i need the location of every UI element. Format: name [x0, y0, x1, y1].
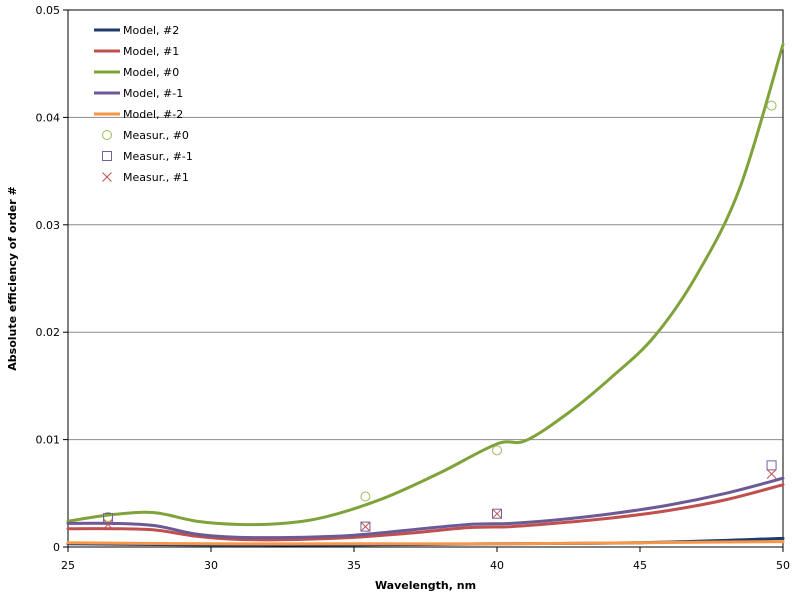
legend-label: Measur., #0 [123, 129, 189, 142]
x-tick-label: 50 [776, 559, 790, 572]
legend: Model, #2 Model, #1 Model, #0 Model, #-1 Mod… [94, 24, 193, 184]
x-axis-title: Wavelength, nm [375, 579, 476, 592]
series-2-line [66, 42, 785, 527]
series-7-point [360, 521, 371, 532]
series-6-point [766, 460, 777, 471]
x-tick-label: 35 [347, 559, 361, 572]
series-5-point [492, 445, 502, 456]
y-tick-label: 0 [53, 541, 60, 554]
y-tick-label: 0.01 [36, 434, 61, 447]
y-tick-label: 0.04 [36, 111, 61, 124]
series-6-point [103, 513, 114, 524]
legend-label: Measur., #1 [123, 171, 189, 184]
plot-area [67, 9, 784, 548]
series-5-point [766, 100, 777, 111]
legend-item: Model, #2 [94, 24, 179, 37]
series-1-line [66, 483, 785, 542]
y-tick-label: 0.03 [36, 219, 61, 232]
legend-item: Model, #-2 [94, 108, 183, 121]
legend-item: Model, #1 [94, 45, 179, 58]
legend-label: Model, #0 [123, 66, 179, 79]
series-6-point [492, 508, 502, 519]
y-tick-label: 0.02 [36, 326, 61, 339]
series-5-point [360, 491, 371, 502]
legend-label: Model, #2 [123, 24, 179, 37]
legend-swatch [102, 151, 112, 161]
y-axis-title: Absolute efficiency of order # [6, 186, 19, 370]
series-4-line [66, 540, 785, 546]
legend-label: Model, #-2 [123, 108, 183, 121]
series-6-point [360, 521, 371, 532]
legend-item: Model, #-1 [94, 87, 183, 100]
x-tick-label: 30 [204, 559, 218, 572]
legend-item: Measur., #-1 [102, 150, 193, 163]
series-markers [103, 100, 777, 532]
series-lines [66, 42, 785, 547]
series-7-point [103, 519, 113, 530]
legend-label: Measur., #-1 [123, 150, 193, 163]
y-tick-label: 0.05 [36, 4, 61, 17]
x-tick-label: 40 [490, 559, 504, 572]
x-tick-label: 45 [633, 559, 647, 572]
y-axis-ticks: 0 0.01 0.02 0.03 0.04 0.05 [36, 4, 68, 554]
x-tick-label: 25 [61, 559, 75, 572]
legend-swatch [102, 130, 112, 140]
legend-item: Model, #0 [94, 66, 179, 79]
x-axis-ticks: 25 30 35 40 45 50 [61, 547, 790, 572]
series-7-point [766, 469, 777, 479]
legend-item: Measur., #1 [102, 171, 189, 184]
series-3-line [66, 476, 785, 540]
legend-label: Model, #1 [123, 45, 179, 58]
legend-swatch [102, 172, 112, 182]
legend-item: Measur., #0 [102, 129, 189, 142]
gridlines [68, 9, 783, 441]
legend-label: Model, #-1 [123, 87, 183, 100]
series-7-point [492, 508, 502, 519]
